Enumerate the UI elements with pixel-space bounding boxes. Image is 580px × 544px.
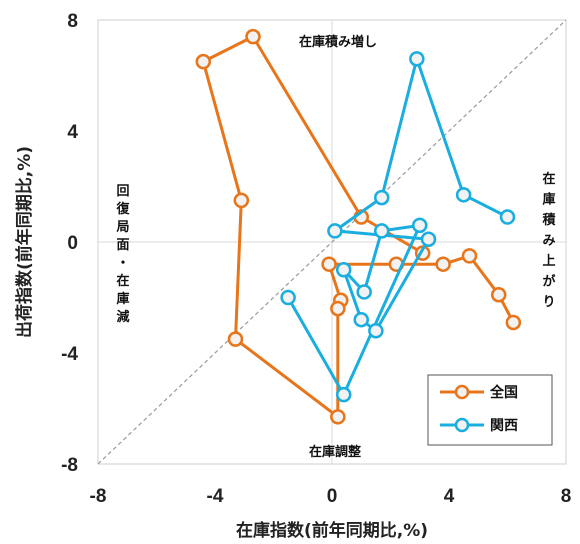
annotation-char: 在 xyxy=(542,171,555,187)
data-point xyxy=(368,323,384,339)
y-tick-label: 0 xyxy=(67,233,78,254)
x-tick-label: 0 xyxy=(327,486,338,507)
data-point xyxy=(335,262,352,278)
data-point xyxy=(373,189,390,206)
data-point xyxy=(373,223,390,239)
annotation-char: が xyxy=(542,274,555,290)
data-point xyxy=(455,187,472,203)
annotation-char: 庫 xyxy=(116,291,129,307)
annotation-char: 回 xyxy=(116,184,129,199)
data-point xyxy=(461,248,478,264)
data-point xyxy=(356,284,372,300)
data-point xyxy=(327,223,343,239)
annotation-char: み xyxy=(542,234,555,249)
data-point xyxy=(227,331,244,347)
legend-label-national: 全国 xyxy=(489,384,518,401)
annotation-char: 局 xyxy=(116,220,129,235)
tick-labels: -8 -4 0 4 8 8 4 0 -4 -8 xyxy=(61,11,571,507)
y-tick-label: -4 xyxy=(61,344,78,365)
x-tick-label: -4 xyxy=(207,486,224,507)
annotation-char: 面 xyxy=(116,238,129,253)
annotation-char: り xyxy=(542,295,555,310)
y-tick-label: 4 xyxy=(67,122,78,143)
legend-marker-national xyxy=(454,384,470,400)
annotation-char: 復 xyxy=(115,201,130,217)
legend-box xyxy=(427,374,553,446)
annotation-bottom: 在庫調整 xyxy=(309,444,362,460)
annotation-char: 在 xyxy=(116,273,129,289)
data-point xyxy=(409,51,425,67)
data-point xyxy=(195,53,212,70)
series-0 xyxy=(195,28,522,425)
series-layer xyxy=(195,28,522,425)
annotation-char: 上 xyxy=(542,254,555,269)
data-point xyxy=(321,256,337,272)
x-tick-label: -8 xyxy=(90,486,107,507)
y-tick-label: -8 xyxy=(61,455,78,476)
x-tick-label: 4 xyxy=(444,486,455,507)
legend: 全国 関西 xyxy=(427,374,553,446)
data-point xyxy=(412,217,428,234)
annotation-char: 庫 xyxy=(542,192,555,208)
data-point xyxy=(280,289,296,306)
y-axis-title: 出荷指数(前年同期比,%) xyxy=(14,146,35,338)
x-axis-title: 在庫指数(前年同期比,%) xyxy=(236,520,428,541)
data-point xyxy=(435,256,451,272)
y-tick-label: 8 xyxy=(67,11,78,32)
data-point xyxy=(499,209,516,225)
data-point xyxy=(330,300,346,317)
diagonal-reference-line xyxy=(97,19,567,465)
data-point xyxy=(233,192,250,209)
data-point xyxy=(245,28,261,45)
annotation-char: 積 xyxy=(541,212,556,228)
data-point xyxy=(420,231,437,247)
legend-label-kansai: 関西 xyxy=(490,418,518,434)
legend-marker-kansai xyxy=(454,417,470,433)
data-point xyxy=(505,314,522,331)
annotation-char: ・ xyxy=(116,256,129,271)
series-1 xyxy=(280,51,516,403)
data-point xyxy=(335,386,352,403)
x-tick-label: 8 xyxy=(561,486,572,507)
annotation-char: 減 xyxy=(116,309,129,325)
data-point xyxy=(353,311,369,328)
annotation-top: 在庫積み増し xyxy=(299,34,377,50)
data-point xyxy=(490,286,507,303)
data-point xyxy=(330,409,346,425)
